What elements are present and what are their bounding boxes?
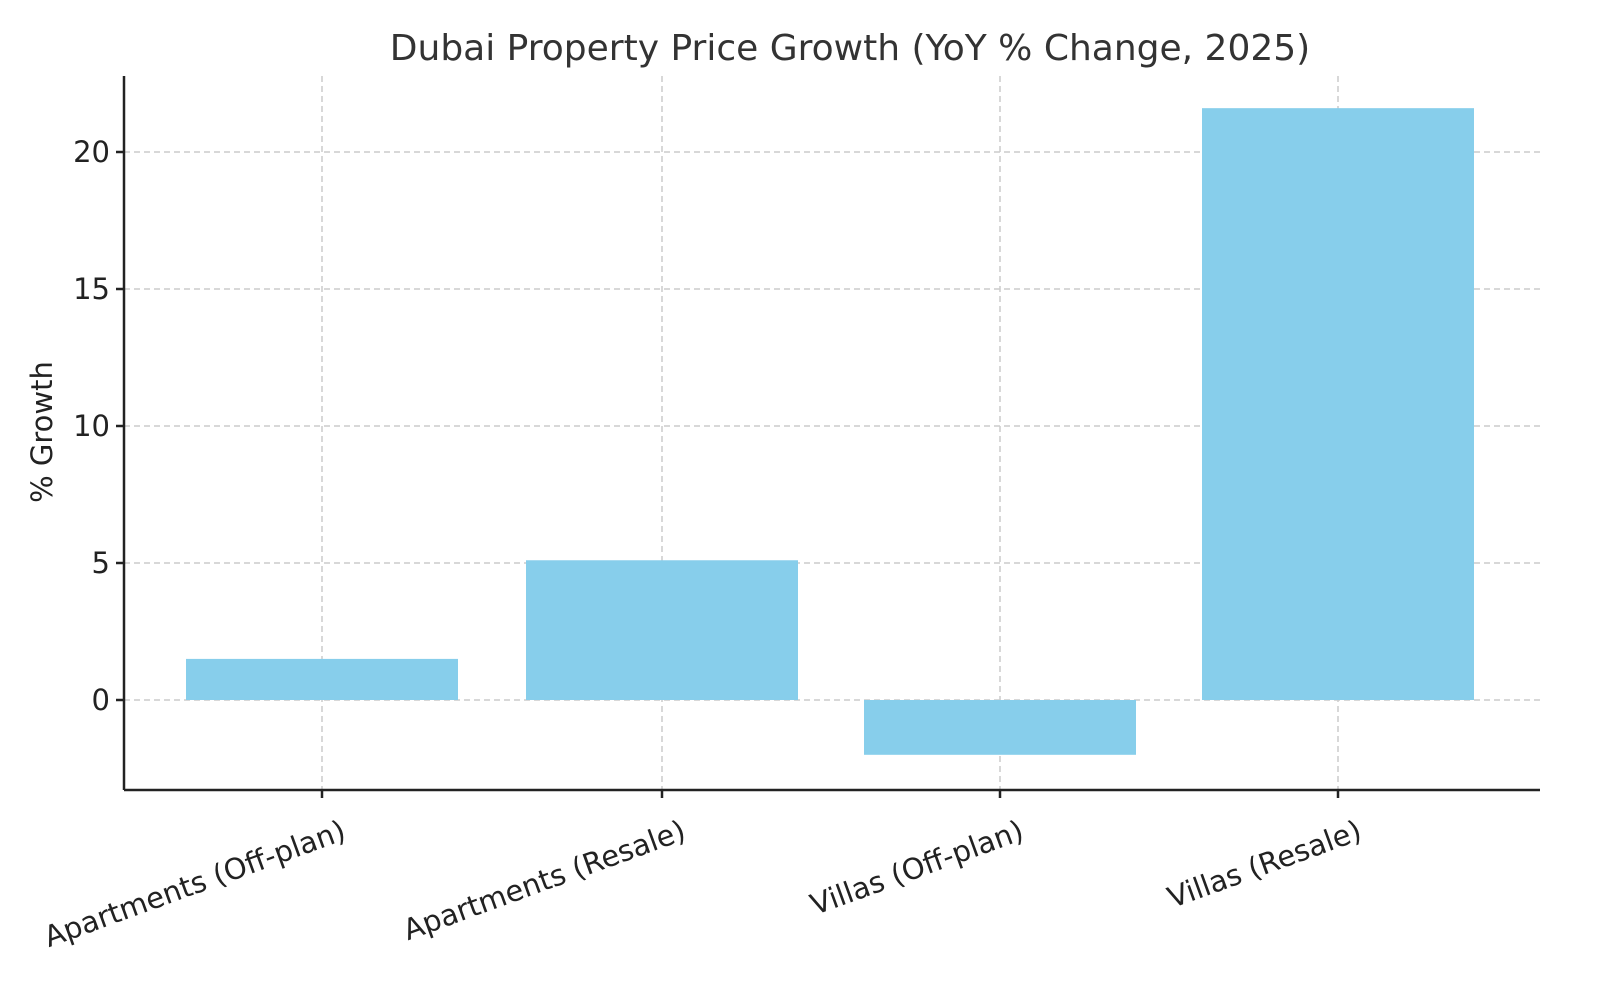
y-tick-label: 5	[92, 546, 110, 580]
x-tick-label: Apartments (Off-plan)	[39, 813, 349, 954]
y-axis-label: % Growth	[25, 361, 59, 503]
y-ticks: 0 5 10 15 20	[73, 135, 124, 717]
y-tick-label: 15	[73, 272, 110, 306]
y-tick-label: 0	[92, 683, 110, 717]
bar	[186, 658, 458, 700]
bar	[864, 700, 1136, 755]
bar	[526, 560, 798, 700]
y-tick-label: 20	[73, 135, 110, 169]
bar	[1202, 108, 1474, 700]
bars-layer	[186, 108, 1474, 755]
axes-layer	[122, 76, 1540, 792]
x-tick-label: Villas (Resale)	[1163, 813, 1366, 915]
x-tick-label: Villas (Off-plan)	[806, 813, 1028, 922]
y-tick-label: 10	[73, 409, 110, 443]
x-ticks: Apartments (Off-plan) Apartments (Resale)…	[39, 790, 1366, 954]
chart-title: Dubai Property Price Growth (YoY % Chang…	[390, 28, 1310, 69]
x-tick-label: Apartments (Resale)	[399, 813, 690, 947]
